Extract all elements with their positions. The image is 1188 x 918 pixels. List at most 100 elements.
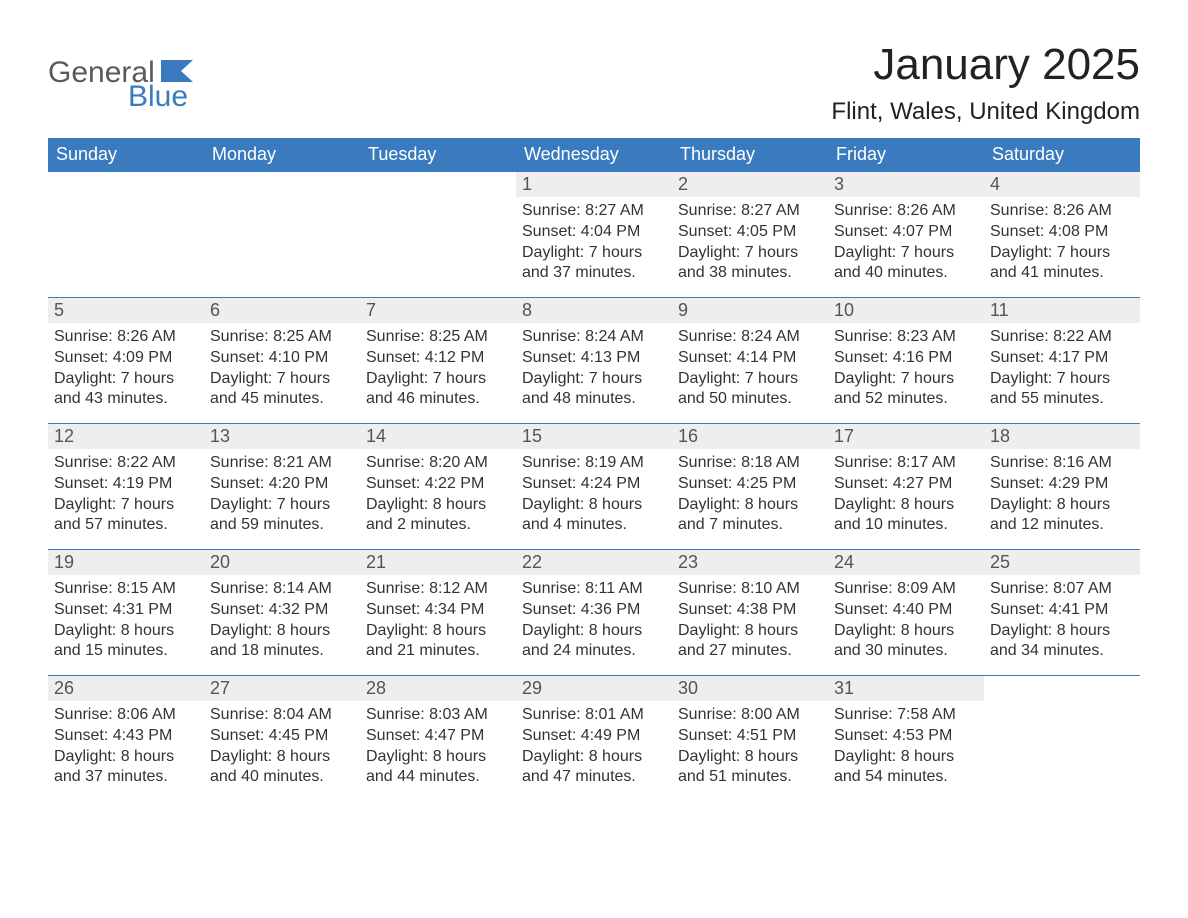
day-cell: 1Sunrise: 8:27 AMSunset: 4:04 PMDaylight… [516,172,672,297]
day-data: Sunrise: 8:27 AMSunset: 4:04 PMDaylight:… [516,201,672,284]
day-cell: 7 Sunrise: 8:25 AMSunset: 4:12 PMDaylight… [360,298,516,423]
day-number: 7 [360,298,516,323]
day-header-cell: Saturday [984,138,1140,171]
day-cell: 4Sunrise: 8:26 AMSunset: 4:08 PMDaylight… [984,172,1140,297]
day-cell: 3Sunrise: 8:26 AMSunset: 4:07 PMDaylight… [828,172,984,297]
sunrise-line: Sunrise: 8:24 AM [522,327,666,348]
day-number: 17 [828,424,984,449]
day-data: Sunrise: 8:26 AMSunset: 4:07 PMDaylight:… [828,201,984,284]
day-data: Sunrise: 8:01 AMSunset: 4:49 PMDaylight:… [516,705,672,788]
daylight-line: Daylight: 7 hours and 48 minutes. [522,369,666,411]
day-number: 16 [672,424,828,449]
day-cell: 9 Sunrise: 8:24 AMSunset: 4:14 PMDaylight… [672,298,828,423]
daylight-line: Daylight: 8 hours and 4 minutes. [522,495,666,537]
day-number: 24 [828,550,984,575]
day-cell: 29 Sunrise: 8:01 AMSunset: 4:49 PMDayligh… [516,676,672,801]
daylight-line: Daylight: 8 hours and 34 minutes. [990,621,1134,663]
sunrise-line: Sunrise: 8:18 AM [678,453,822,474]
sunset-line: Sunset: 4:32 PM [210,600,354,621]
day-cell: 30Sunrise: 8:00 AMSunset: 4:51 PMDayligh… [672,676,828,801]
sunset-line: Sunset: 4:38 PM [678,600,822,621]
day-header-cell: Thursday [672,138,828,171]
day-data: Sunrise: 8:12 AMSunset: 4:34 PMDaylight:… [360,579,516,662]
sunrise-line: Sunrise: 8:27 AM [678,201,822,222]
day-data: Sunrise: 8:18 AMSunset: 4:25 PMDaylight:… [672,453,828,536]
day-number: 13 [204,424,360,449]
day-cell: 31Sunrise: 7:58 AMSunset: 4:53 PMDayligh… [828,676,984,801]
sunset-line: Sunset: 4:14 PM [678,348,822,369]
day-cell: 14 Sunrise: 8:20 AMSunset: 4:22 PMDayligh… [360,424,516,549]
day-number: 2 [672,172,828,197]
daylight-line: Daylight: 8 hours and 21 minutes. [366,621,510,663]
day-cell: 28Sunrise: 8:03 AMSunset: 4:47 PMDayligh… [360,676,516,801]
day-cell: 19Sunrise: 8:15 AMSunset: 4:31 PMDayligh… [48,550,204,675]
day-data: Sunrise: 8:27 AMSunset: 4:05 PMDaylight:… [672,201,828,284]
sunset-line: Sunset: 4:34 PM [366,600,510,621]
daylight-line: Daylight: 7 hours and 45 minutes. [210,369,354,411]
sunrise-line: Sunrise: 8:00 AM [678,705,822,726]
day-cell: 23Sunrise: 8:10 AMSunset: 4:38 PMDayligh… [672,550,828,675]
day-data: Sunrise: 8:06 AMSunset: 4:43 PMDaylight:… [48,705,204,788]
sunrise-line: Sunrise: 8:22 AM [54,453,198,474]
daylight-line: Daylight: 8 hours and 51 minutes. [678,747,822,789]
sunrise-line: Sunrise: 8:25 AM [366,327,510,348]
sunrise-line: Sunrise: 8:19 AM [522,453,666,474]
page: General Blue January 2025 Flint, Wales, … [0,0,1188,821]
daylight-line: Daylight: 7 hours and 38 minutes. [678,243,822,285]
sunrise-line: Sunrise: 8:16 AM [990,453,1134,474]
sunset-line: Sunset: 4:20 PM [210,474,354,495]
day-cell [984,676,1140,801]
day-number: 22 [516,550,672,575]
sunset-line: Sunset: 4:22 PM [366,474,510,495]
day-cell: 20Sunrise: 8:14 AMSunset: 4:32 PMDayligh… [204,550,360,675]
sunset-line: Sunset: 4:10 PM [210,348,354,369]
daylight-line: Daylight: 8 hours and 47 minutes. [522,747,666,789]
sunset-line: Sunset: 4:25 PM [678,474,822,495]
day-data: Sunrise: 8:00 AMSunset: 4:51 PMDaylight:… [672,705,828,788]
day-number: 29 [516,676,672,701]
day-data: Sunrise: 8:22 AMSunset: 4:17 PMDaylight:… [984,327,1140,410]
daylight-line: Daylight: 7 hours and 52 minutes. [834,369,978,411]
location: Flint, Wales, United Kingdom [831,98,1140,126]
sunset-line: Sunset: 4:47 PM [366,726,510,747]
sunset-line: Sunset: 4:12 PM [366,348,510,369]
sunset-line: Sunset: 4:29 PM [990,474,1134,495]
daylight-line: Daylight: 8 hours and 30 minutes. [834,621,978,663]
sunset-line: Sunset: 4:40 PM [834,600,978,621]
sunrise-line: Sunrise: 8:15 AM [54,579,198,600]
day-number: 12 [48,424,204,449]
daylight-line: Daylight: 7 hours and 41 minutes. [990,243,1134,285]
sunrise-line: Sunrise: 8:12 AM [366,579,510,600]
day-data: Sunrise: 8:04 AMSunset: 4:45 PMDaylight:… [204,705,360,788]
sunset-line: Sunset: 4:43 PM [54,726,198,747]
sunset-line: Sunset: 4:51 PM [678,726,822,747]
day-data: Sunrise: 8:11 AMSunset: 4:36 PMDaylight:… [516,579,672,662]
day-cell: 21 Sunrise: 8:12 AMSunset: 4:34 PMDayligh… [360,550,516,675]
day-number: 10 [828,298,984,323]
day-number: 15 [516,424,672,449]
daylight-line: Daylight: 7 hours and 57 minutes. [54,495,198,537]
sunrise-line: Sunrise: 8:27 AM [522,201,666,222]
day-number: 18 [984,424,1140,449]
sunrise-line: Sunrise: 7:58 AM [834,705,978,726]
day-cell: 18Sunrise: 8:16 AMSunset: 4:29 PMDayligh… [984,424,1140,549]
daylight-line: Daylight: 8 hours and 24 minutes. [522,621,666,663]
day-number: 14 [360,424,516,449]
sunrise-line: Sunrise: 8:11 AM [522,579,666,600]
day-data: Sunrise: 7:58 AMSunset: 4:53 PMDaylight:… [828,705,984,788]
day-data: Sunrise: 8:20 AMSunset: 4:22 PMDaylight:… [360,453,516,536]
day-cell: 5Sunrise: 8:26 AMSunset: 4:09 PMDaylight… [48,298,204,423]
day-data: Sunrise: 8:24 AMSunset: 4:14 PMDaylight:… [672,327,828,410]
day-number: 21 [360,550,516,575]
day-number: 9 [672,298,828,323]
sunset-line: Sunset: 4:24 PM [522,474,666,495]
daylight-line: Daylight: 7 hours and 46 minutes. [366,369,510,411]
day-data: Sunrise: 8:25 AMSunset: 4:12 PMDaylight:… [360,327,516,410]
day-cell: 6Sunrise: 8:25 AMSunset: 4:10 PMDaylight… [204,298,360,423]
day-cell: 13Sunrise: 8:21 AMSunset: 4:20 PMDayligh… [204,424,360,549]
day-header-row: SundayMondayTuesdayWednesdayThursdayFrid… [48,138,1140,171]
day-data: Sunrise: 8:25 AMSunset: 4:10 PMDaylight:… [204,327,360,410]
day-cell: 2 Sunrise: 8:27 AMSunset: 4:05 PMDaylight… [672,172,828,297]
sunset-line: Sunset: 4:53 PM [834,726,978,747]
daylight-line: Daylight: 8 hours and 44 minutes. [366,747,510,789]
